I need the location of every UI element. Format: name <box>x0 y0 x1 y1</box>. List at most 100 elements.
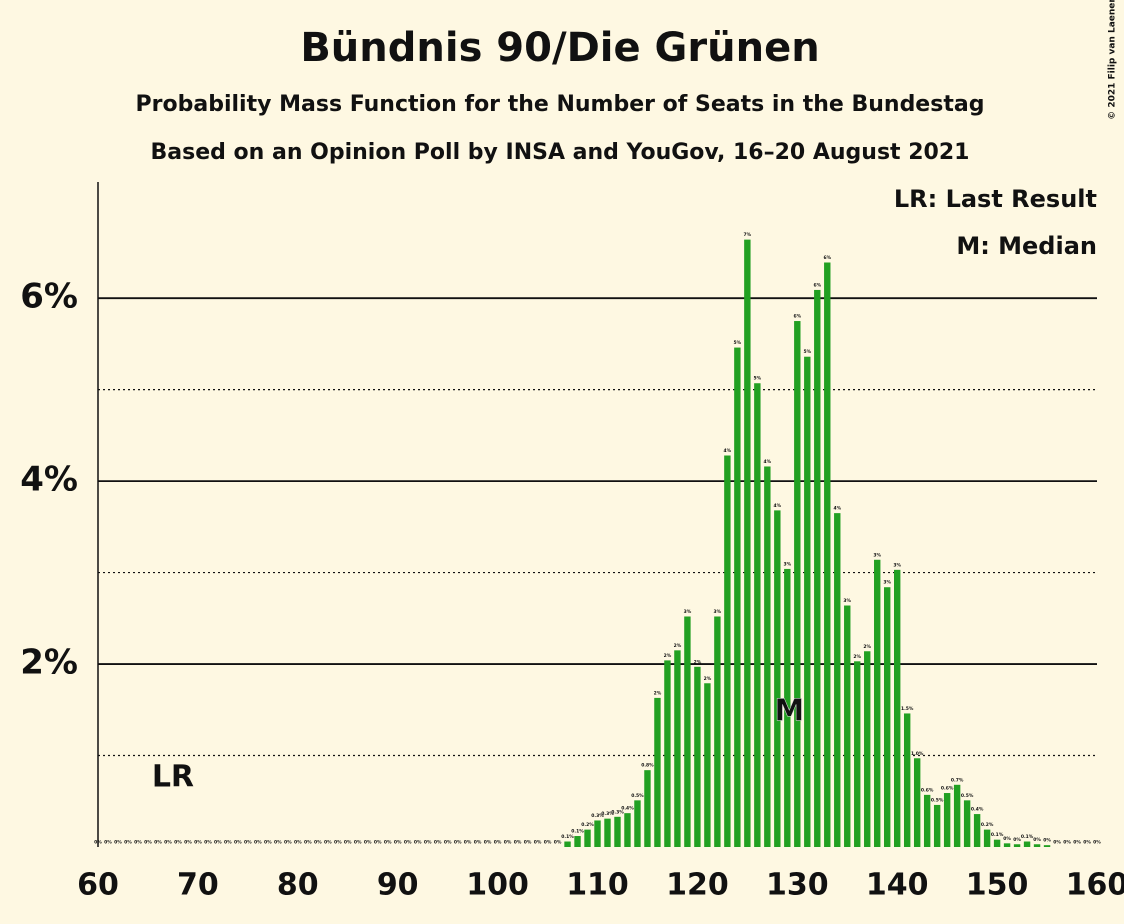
value-label: 0.2% <box>581 822 594 828</box>
value-label: 0% <box>474 840 482 846</box>
bar <box>973 814 981 847</box>
value-label: 0% <box>204 840 212 846</box>
bar <box>943 793 951 847</box>
x-tick-label: 90 <box>377 868 419 903</box>
bar <box>714 616 721 847</box>
bar <box>794 321 801 848</box>
value-label: 0.1% <box>571 829 584 835</box>
value-label: 0% <box>234 840 242 846</box>
y-tick-label: 4% <box>20 460 78 500</box>
value-label: 6% <box>813 282 821 288</box>
x-tick-label: 120 <box>666 868 729 903</box>
value-label: 0.1% <box>991 832 1004 838</box>
bar <box>654 697 661 847</box>
bar <box>933 804 941 847</box>
value-label: 0% <box>364 840 372 846</box>
value-label: 2% <box>853 654 861 660</box>
bar <box>624 813 631 847</box>
value-label: 0% <box>1033 837 1041 843</box>
value-label: 4% <box>764 459 772 465</box>
bar <box>834 513 841 847</box>
value-label: 0% <box>124 840 132 846</box>
bar <box>564 841 571 847</box>
bar <box>684 616 691 847</box>
x-tick-label: 150 <box>966 868 1029 903</box>
value-label: 0% <box>484 840 492 846</box>
bar <box>864 651 871 847</box>
value-label: 6% <box>823 255 831 261</box>
bar <box>634 800 641 847</box>
value-label: 0% <box>1093 840 1101 846</box>
value-label: 0% <box>374 840 382 846</box>
value-label: 0% <box>154 840 162 846</box>
bar <box>694 666 701 847</box>
bar <box>993 839 1001 847</box>
bar <box>963 800 971 847</box>
value-label: 3% <box>873 552 881 558</box>
value-label: 2% <box>664 653 672 659</box>
bar <box>983 829 991 847</box>
value-label: 2% <box>694 659 702 665</box>
bar <box>614 816 621 847</box>
bar <box>784 568 791 847</box>
value-label: 0.3% <box>601 811 614 817</box>
bar <box>1033 844 1041 847</box>
value-label: 0% <box>104 840 112 846</box>
bar <box>884 587 891 847</box>
value-label: 3% <box>714 609 722 615</box>
value-label: 0.2% <box>981 822 994 828</box>
legend-entry: LR: Last Result <box>894 185 1097 213</box>
bar <box>724 455 731 847</box>
value-label: 0% <box>1053 840 1061 846</box>
value-label: 0% <box>184 840 192 846</box>
value-label: 0% <box>384 840 392 846</box>
value-label: 0% <box>174 840 182 846</box>
value-label: 0.5% <box>961 793 974 799</box>
value-label: 0% <box>264 840 272 846</box>
value-label: 7% <box>744 232 752 238</box>
value-label: 2% <box>674 643 682 649</box>
value-label: 0% <box>1043 838 1051 844</box>
value-label: 0% <box>1063 840 1071 846</box>
value-label: 0% <box>494 840 502 846</box>
bar <box>744 239 751 848</box>
value-label: 0.3% <box>611 809 624 815</box>
bar <box>774 510 781 847</box>
bar <box>844 605 851 847</box>
value-label: 0% <box>194 840 202 846</box>
legend-entry: M: Median <box>956 232 1097 260</box>
value-label: 0% <box>114 840 122 846</box>
chart-title: Bündnis 90/Die Grünen <box>300 25 819 71</box>
value-label: 0% <box>464 840 472 846</box>
value-label: 5% <box>754 376 762 382</box>
last-result-marker: LR <box>152 760 194 795</box>
bar <box>1043 845 1051 847</box>
bar <box>734 347 741 847</box>
value-label: 0% <box>414 840 422 846</box>
bar <box>1023 841 1031 847</box>
value-label: 0% <box>524 840 532 846</box>
bar <box>1003 843 1011 847</box>
value-label: 0.5% <box>631 793 644 799</box>
value-label: 0.6% <box>921 787 934 793</box>
value-label: 0% <box>254 840 262 846</box>
bar <box>764 466 771 847</box>
bar <box>903 713 911 847</box>
x-tick-label: 140 <box>866 868 929 903</box>
value-label: 1.5% <box>901 706 914 712</box>
value-label: 0% <box>454 840 462 846</box>
bar <box>594 820 601 847</box>
bar <box>814 289 821 847</box>
value-label: 4% <box>833 506 841 512</box>
y-tick-label: 6% <box>20 277 78 317</box>
x-tick-label: 80 <box>277 868 319 903</box>
value-label: 0% <box>1003 836 1011 842</box>
value-label: 0% <box>1083 840 1091 846</box>
value-label: 4% <box>724 448 732 454</box>
value-label: 3% <box>684 609 692 615</box>
bar <box>804 356 811 847</box>
bar <box>644 770 651 847</box>
value-label: 0% <box>514 840 522 846</box>
value-label: 0% <box>294 840 302 846</box>
